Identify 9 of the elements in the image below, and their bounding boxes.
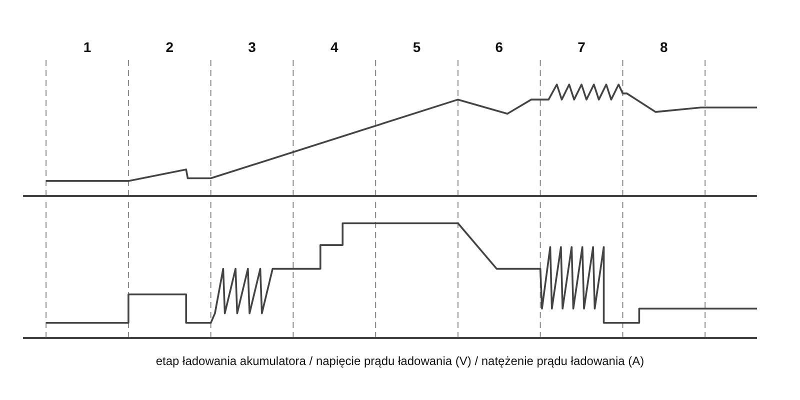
x-tick-label: 7: [578, 39, 586, 55]
text: etap ładowania akumulatora / napięcie prądu ładowania (V) / natężenie prądu ładowania (A): [154, 354, 646, 368]
x-tick-label: 8: [660, 39, 668, 55]
x-tick-label: 2: [166, 39, 174, 55]
x-tick-label: 3: [248, 39, 256, 55]
x-tick-label: 1: [83, 39, 92, 55]
x-tick-label: 5: [412, 39, 421, 55]
x-tick-label: 4: [330, 39, 338, 55]
x-tick-label: 6: [495, 39, 504, 55]
